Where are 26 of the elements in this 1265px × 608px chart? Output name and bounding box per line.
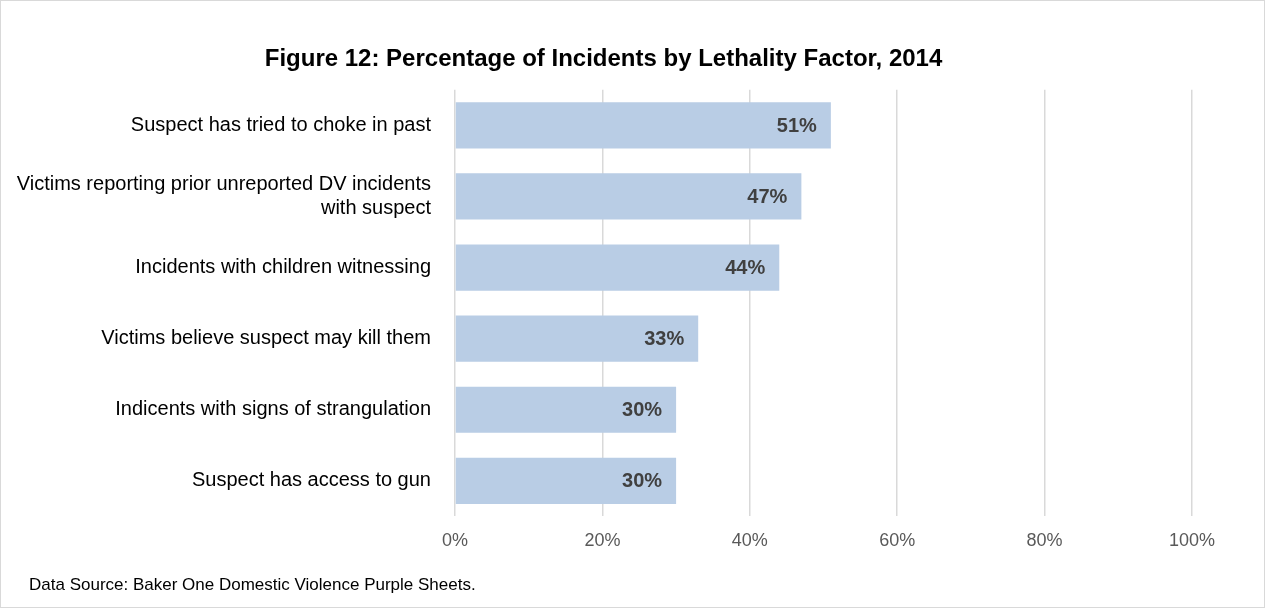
bar	[455, 386, 677, 433]
y-tick-label: Suspect has access to gun	[191, 468, 431, 491]
data-label: 51%	[776, 113, 818, 136]
y-tick-label: Suspect has tried to choke in past	[130, 112, 432, 135]
bar	[455, 173, 802, 220]
bar	[455, 244, 780, 291]
y-tick-label: Victims believe suspect may kill them	[101, 326, 431, 349]
bar	[455, 315, 699, 362]
x-tick-label: 20%	[584, 530, 621, 551]
x-tick-label: 0%	[441, 530, 469, 551]
bar	[455, 457, 677, 504]
data-label: 33%	[644, 327, 685, 350]
chart-title: Figure 12: Percentage of Incidents by Lethality Factor, 2014	[264, 44, 943, 72]
data-label: 30%	[622, 398, 663, 421]
x-tick-label: 80%	[1026, 530, 1063, 551]
y-tick-label: Incidents with children witnessing	[135, 255, 431, 278]
data-label: 30%	[622, 469, 663, 492]
x-tick-label: 40%	[731, 530, 768, 551]
x-tick-label: 60%	[879, 530, 916, 551]
source-note: Data Source: Baker One Domestic Violence Purple Sheets.	[29, 575, 476, 595]
data-label: 47%	[747, 184, 788, 207]
y-tick-label: Indicents with signs of strangulation	[115, 397, 431, 420]
x-tick-label: 100%	[1168, 530, 1216, 551]
y-tick-label: Victims reporting prior unreported DV incidents with suspect	[16, 171, 432, 218]
bar	[455, 102, 831, 149]
data-label: 44%	[725, 256, 766, 279]
